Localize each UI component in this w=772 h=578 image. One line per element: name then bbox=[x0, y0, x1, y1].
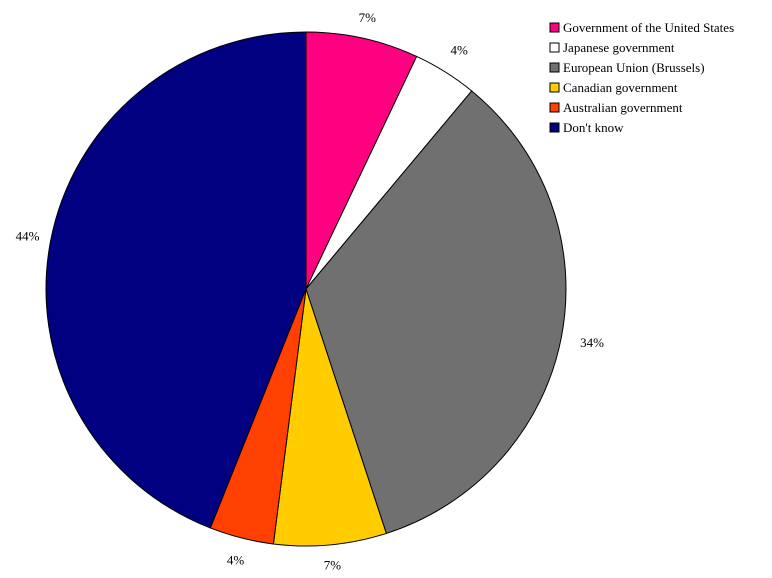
legend: Government of the United States Japanese … bbox=[549, 20, 734, 135]
percent-label-japanese-government: 4% bbox=[451, 42, 469, 57]
pie-slice-don-t-know bbox=[45, 31, 307, 529]
percent-label-european-union-brussels: 34% bbox=[580, 335, 604, 350]
legend-label-government-of-the-united-states: Government of the United States bbox=[563, 20, 734, 35]
percent-label-canadian-government: 7% bbox=[324, 557, 342, 572]
legend-swatch-japanese-government bbox=[549, 42, 560, 53]
legend-swatch-european-union-brussels bbox=[549, 62, 560, 73]
pie-slices bbox=[45, 31, 567, 547]
legend-label-canadian-government: Canadian government bbox=[563, 80, 678, 95]
legend-swatch-don-t-know bbox=[549, 122, 560, 133]
percent-label-australian-government: 4% bbox=[227, 552, 245, 567]
legend-label-japanese-government: Japanese government bbox=[563, 40, 675, 55]
legend-label-australian-government: Australian government bbox=[563, 100, 683, 115]
legend-label-european-union-brussels: European Union (Brussels) bbox=[563, 60, 705, 75]
legend-swatch-canadian-government bbox=[549, 82, 560, 93]
pie-slice-canadian-government bbox=[272, 288, 387, 547]
percent-label-government-of-the-united-states: 7% bbox=[359, 10, 377, 25]
legend-swatch-government-of-the-united-states bbox=[549, 22, 560, 33]
percent-label-don-t-know: 44% bbox=[16, 229, 40, 244]
pie-slice-government-of-the-united-states bbox=[305, 31, 418, 290]
legend-label-don-t-know: Don't know bbox=[563, 120, 624, 135]
legend-swatch-australian-government bbox=[549, 102, 560, 113]
pie-percent-labels: 7% 4% 34% 7% 4% 44% bbox=[16, 10, 604, 572]
pie-slice-european-union-brussels bbox=[305, 90, 567, 535]
